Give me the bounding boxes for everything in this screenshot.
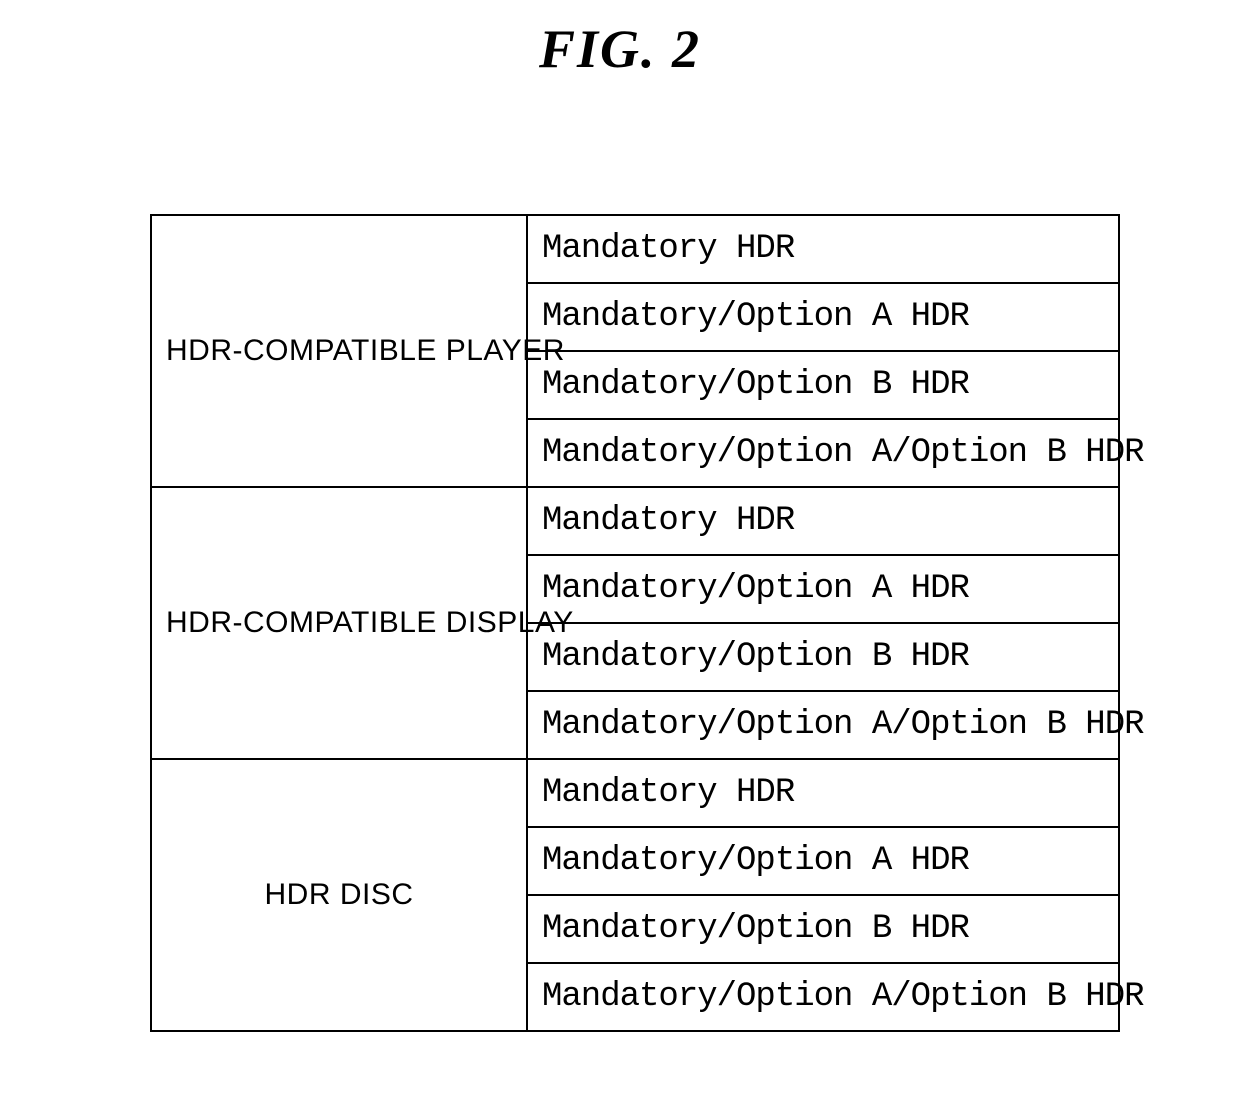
group-value: Mandatory/Option A/Option B HDR: [527, 963, 1119, 1031]
page: FIG. 2 HDR-COMPATIBLE PLAYER Mandatory H…: [0, 0, 1240, 1106]
hdr-table-wrap: HDR-COMPATIBLE PLAYER Mandatory HDR Mand…: [150, 214, 1118, 1032]
group-value: Mandatory/Option B HDR: [527, 895, 1119, 963]
figure-title: FIG. 2: [0, 18, 1240, 80]
group-value: Mandatory HDR: [527, 487, 1119, 555]
group-value: Mandatory/Option A HDR: [527, 827, 1119, 895]
group-value: Mandatory HDR: [527, 759, 1119, 827]
table-row: HDR DISC Mandatory HDR: [151, 759, 1119, 827]
group-value: Mandatory/Option B HDR: [527, 351, 1119, 419]
group-label: HDR DISC: [151, 759, 527, 1031]
table-row: HDR-COMPATIBLE DISPLAY Mandatory HDR: [151, 487, 1119, 555]
group-value: Mandatory/Option A/Option B HDR: [527, 691, 1119, 759]
group-value: Mandatory/Option B HDR: [527, 623, 1119, 691]
group-value: Mandatory/Option A HDR: [527, 555, 1119, 623]
table-row: HDR-COMPATIBLE PLAYER Mandatory HDR: [151, 215, 1119, 283]
group-value: Mandatory HDR: [527, 215, 1119, 283]
group-label: HDR-COMPATIBLE DISPLAY: [151, 487, 527, 759]
group-value: Mandatory/Option A HDR: [527, 283, 1119, 351]
group-value: Mandatory/Option A/Option B HDR: [527, 419, 1119, 487]
group-label: HDR-COMPATIBLE PLAYER: [151, 215, 527, 487]
hdr-table: HDR-COMPATIBLE PLAYER Mandatory HDR Mand…: [150, 214, 1120, 1032]
